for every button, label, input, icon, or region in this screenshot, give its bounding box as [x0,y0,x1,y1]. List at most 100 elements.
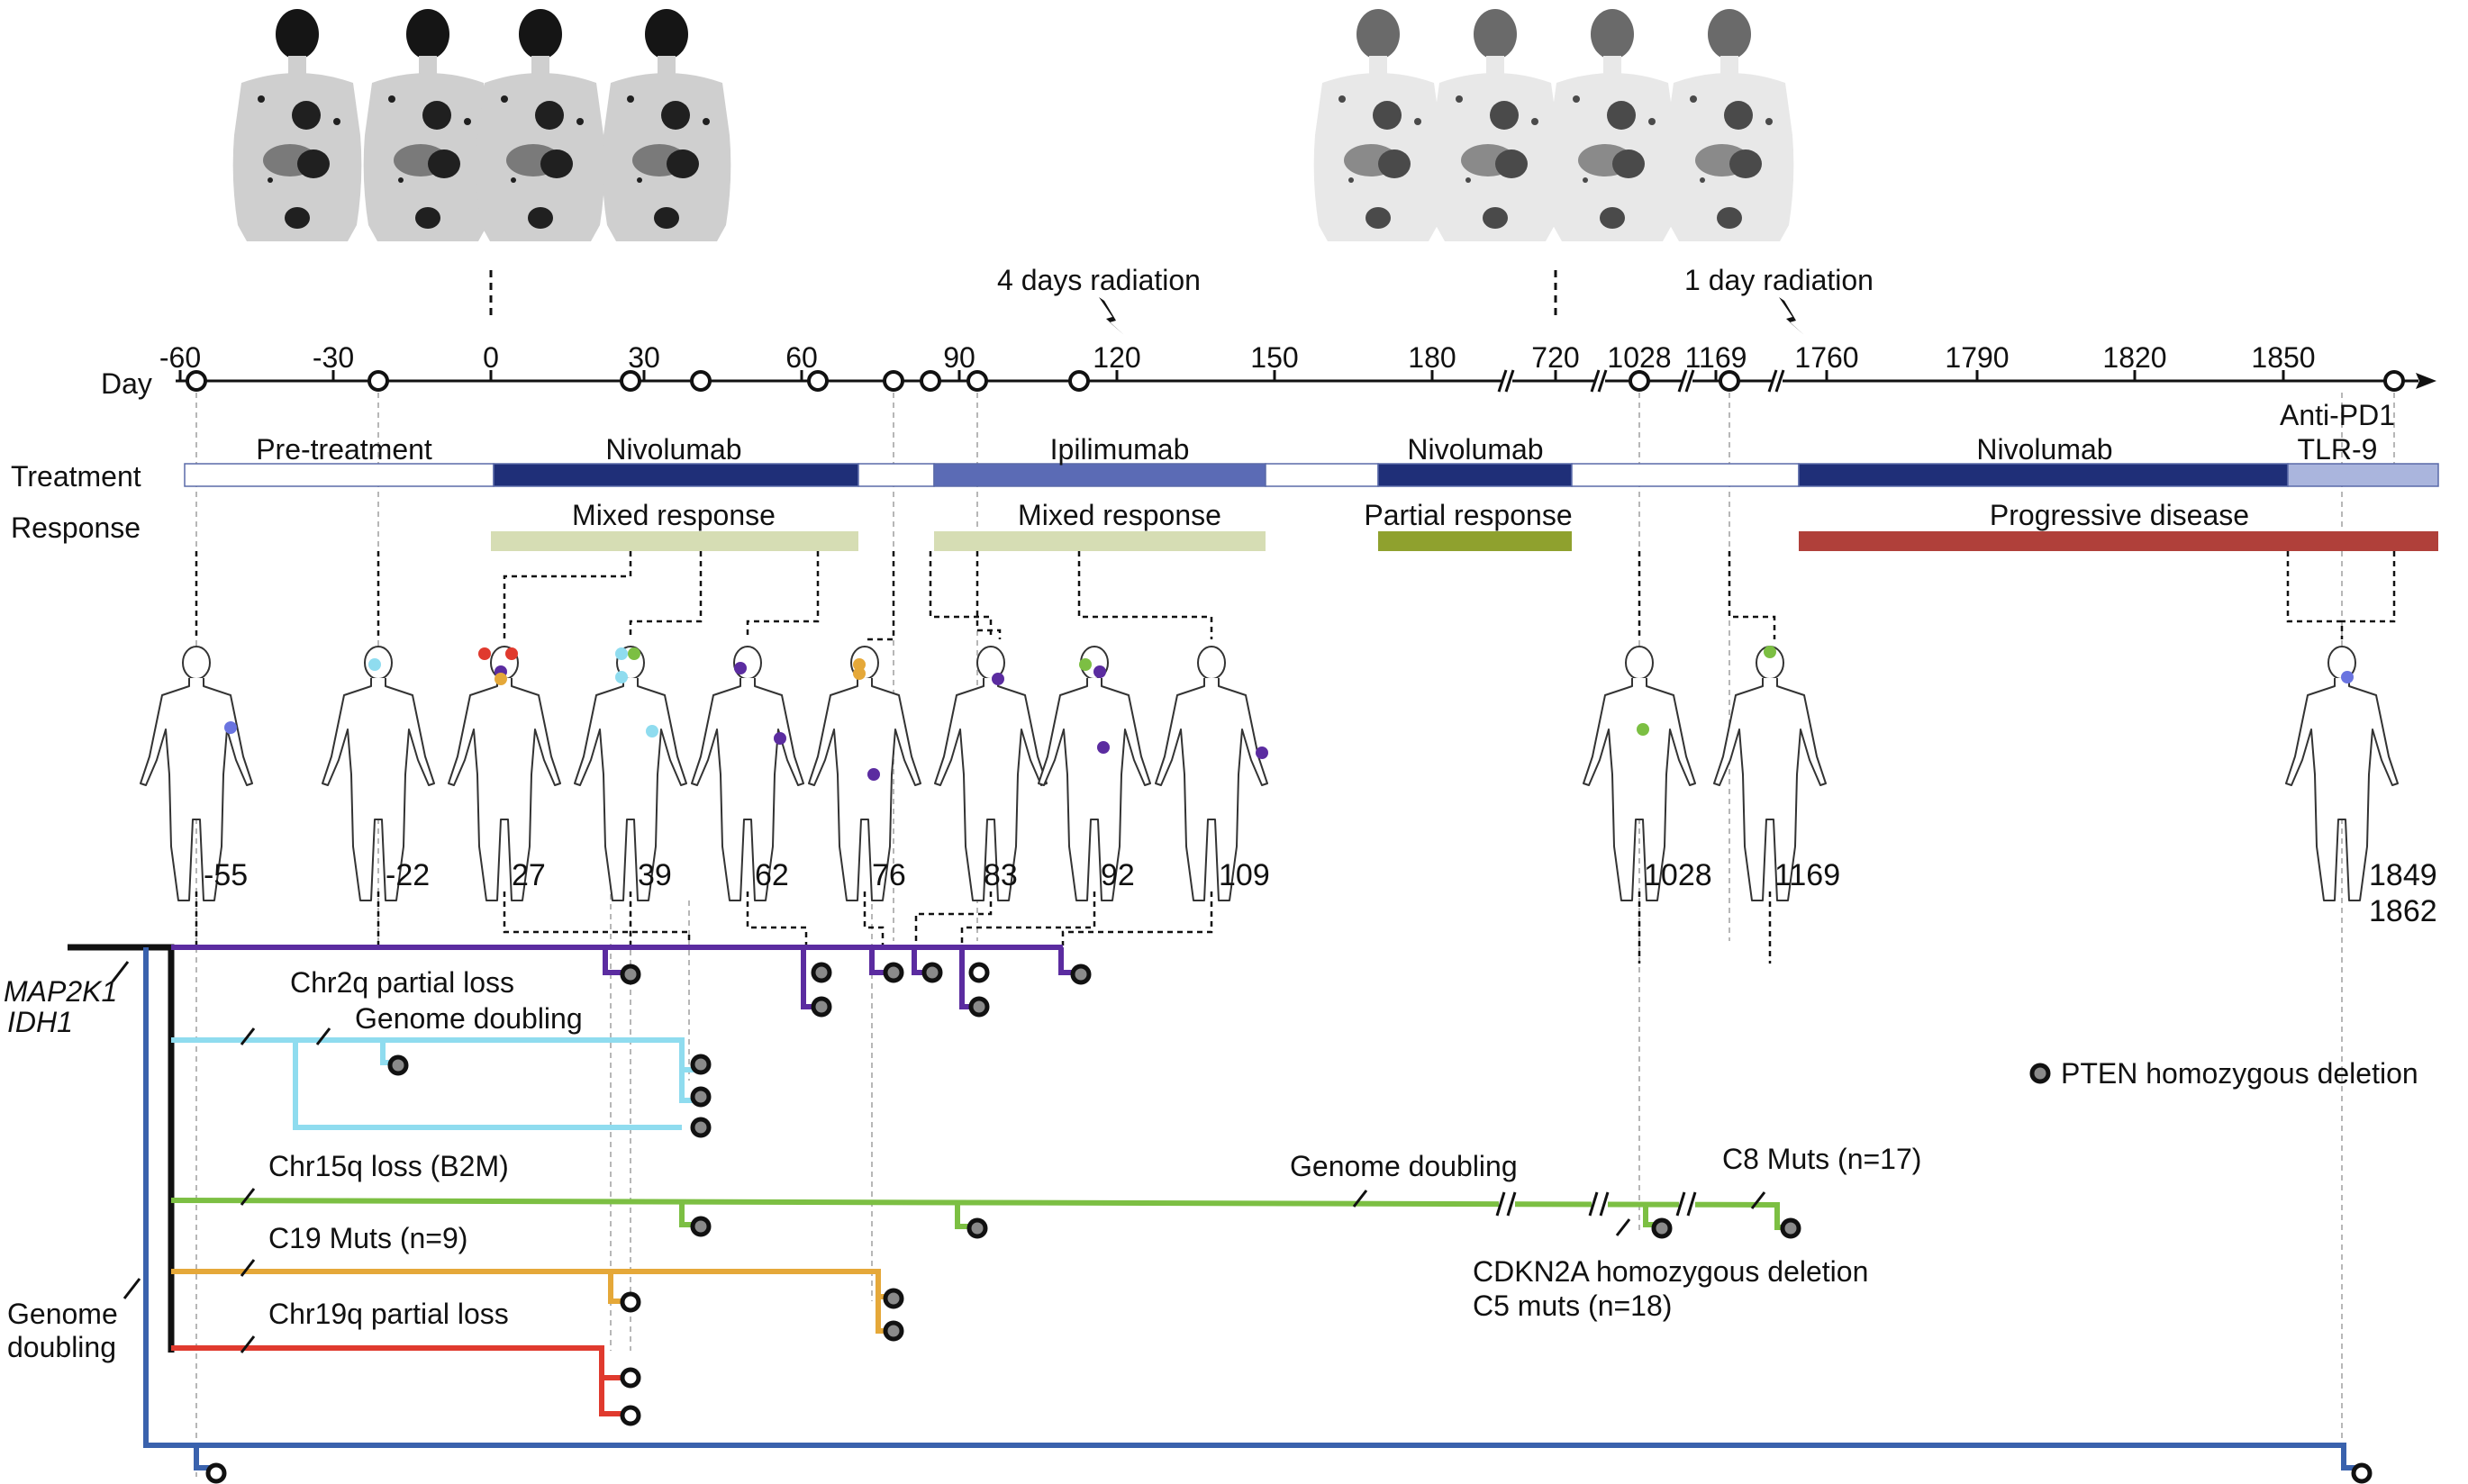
response-bar [491,531,858,551]
tree-event-label: C5 muts (n=18) [1473,1289,1672,1322]
tick-label: 30 [628,341,660,374]
axis-break-mark [1590,369,1601,393]
event-tick-mark [1615,1218,1631,1236]
treatment-label: Anti-PD1 [2280,399,2395,431]
treatment-bar [184,463,495,487]
body-diagram [448,646,561,901]
tree-event-label: Chr15q loss (B2M) [268,1150,509,1182]
response-label: Partial response [1364,499,1572,531]
lesion-dot [1093,665,1106,678]
lesion-dot [734,662,747,674]
event-tick-mark [240,1259,256,1277]
driver-mutation-label: MAP2K1 [4,975,117,1008]
response-row-label: Response [11,511,141,544]
sample-connector-line [929,551,993,639]
tick-label: 720 [1531,341,1579,374]
lesion-dot [505,647,518,660]
pten-deletion-node [811,996,832,1018]
body-diagram [2285,646,2399,901]
lesion-dot [853,667,866,680]
sample-day-label: 62 [755,858,789,892]
body-head [182,646,211,680]
trunk-genome-doubling-label: doubling [7,1331,116,1363]
treatment-bar [2287,463,2439,487]
sample-connector-line [1061,891,1213,946]
pten-deletion-node [966,1217,988,1239]
pet-scan-image [1313,9,1443,241]
sample-timepoint-marker [1629,370,1650,392]
tree-event-label: C8 Muts (n=17) [1722,1143,1921,1175]
sample-day-label: 83 [984,858,1018,892]
treatment-bar [1377,463,1573,487]
event-tick-mark [240,1335,256,1353]
treatment-label: Nivolumab [605,433,741,466]
lesion-dot [2341,671,2354,683]
lightning-icon [1779,297,1804,335]
event-tick-mark [240,1188,256,1206]
pten-deletion-node [1651,1217,1673,1239]
response-label: Mixed response [1018,499,1221,531]
response-label: Mixed response [572,499,776,531]
sample-timepoint-marker [367,370,389,392]
response-bar [934,531,1266,551]
treatment-label: Nivolumab [1976,433,2112,466]
legend-pten-icon [2029,1063,2051,1084]
axis-break-mark [1599,1191,1610,1217]
trunk-genome-doubling-label: Genome [7,1298,118,1330]
axis-break-mark [1588,1191,1599,1217]
axis-break-mark [1675,1191,1686,1217]
pten-deletion-node [883,1320,904,1342]
sample-node [205,1462,227,1484]
phylogenetic-tree [68,944,2373,1484]
tick-label: 1820 [2102,341,2166,374]
body-outline [1583,678,1696,901]
tree-event-label: CDKN2A homozygous deletion [1473,1255,1868,1288]
event-tick-mark [122,1278,141,1299]
sample-node [620,1405,641,1426]
sample-timepoint-marker [883,370,904,392]
tick-label: 1760 [1794,341,1858,374]
sample-connector-line [863,891,885,946]
cyan-clone-branch [171,1037,698,1103]
treatment-label: TLR-9 [2298,433,2378,466]
treatment-label: Ipilimumab [1050,433,1190,466]
sample-day-label: 1028 [1644,858,1712,892]
lesion-dot [628,647,640,660]
body-diagram [1713,646,1827,901]
pten-deletion-node [690,1086,712,1108]
lesion-dot [1256,747,1268,759]
event-tick-mark [111,961,130,982]
tree-event-label: C19 Muts (n=9) [268,1222,467,1254]
lesion-dot [853,658,866,671]
sample-day-label: 109 [1219,858,1270,892]
lesion-dot [368,658,381,671]
sample-day-label: 1862 [2369,894,2437,928]
sample-guide-lines [195,393,2396,1477]
lesion-dot [495,673,507,685]
tree-event-label: Genome doubling [355,1002,583,1035]
sample-connector-line [503,551,632,639]
axis-break-mark [1506,1191,1517,1217]
response-bar [1799,531,2438,551]
timeline: Day-60 -30 0 30 60 90 120 150 180 720 1028 1169 1760… [101,264,2436,400]
sample-timepoint-marker [2383,370,2405,392]
sample-connector-line [960,891,1096,946]
treatment-bar [1265,463,1379,487]
lightning-icon [1099,297,1124,335]
body-outline [808,678,921,901]
lesion-dot [1097,741,1110,754]
pten-deletion-node [690,1054,712,1075]
pten-deletion-node [1070,964,1092,985]
day-label: Day [101,367,152,400]
lesion-dot [774,732,786,745]
sample-timepoint-marker [690,370,712,392]
sample-day-label: 92 [1101,858,1135,892]
lesion-dot [1637,723,1649,736]
tick-label: 0 [483,341,499,374]
pet-scan-image [363,9,493,241]
body-diagram [1038,646,1151,901]
axis-break-mark [1684,369,1695,393]
axis-break-mark [1597,369,1608,393]
pten-deletion-node [690,1117,712,1138]
tree-event-label: Genome doubling [1290,1150,1518,1182]
